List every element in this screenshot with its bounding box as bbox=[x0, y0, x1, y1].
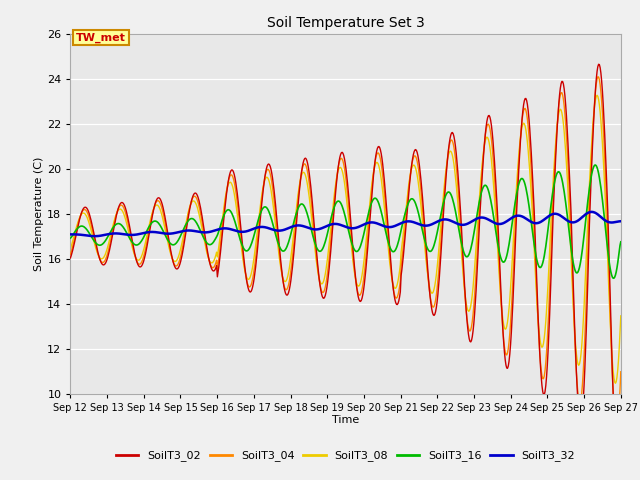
SoilT3_04 bbox=[612, 424, 620, 430]
SoilT3_08 bbox=[593, 93, 601, 98]
SoilT3_32 bbox=[190, 228, 198, 234]
SoilT3_16 bbox=[617, 239, 625, 245]
SoilT3_16 bbox=[610, 276, 618, 281]
Line: SoilT3_32: SoilT3_32 bbox=[70, 212, 621, 236]
Y-axis label: Soil Temperature (C): Soil Temperature (C) bbox=[35, 156, 44, 271]
SoilT3_16 bbox=[77, 223, 84, 229]
SoilT3_04 bbox=[189, 195, 196, 201]
SoilT3_16 bbox=[218, 218, 226, 224]
SoilT3_08 bbox=[218, 218, 226, 224]
SoilT3_32 bbox=[219, 226, 227, 231]
SoilT3_02 bbox=[613, 445, 621, 451]
SoilT3_32 bbox=[91, 233, 99, 239]
SoilT3_02 bbox=[77, 214, 84, 219]
SoilT3_08 bbox=[67, 246, 74, 252]
SoilT3_04 bbox=[617, 369, 625, 374]
SoilT3_04 bbox=[67, 252, 74, 257]
SoilT3_32 bbox=[429, 221, 437, 227]
SoilT3_02 bbox=[595, 61, 602, 67]
Line: SoilT3_02: SoilT3_02 bbox=[70, 64, 621, 448]
SoilT3_32 bbox=[77, 232, 84, 238]
SoilT3_02 bbox=[67, 255, 74, 261]
SoilT3_02 bbox=[133, 259, 141, 265]
SoilT3_32 bbox=[617, 218, 625, 224]
Line: SoilT3_08: SoilT3_08 bbox=[70, 96, 621, 383]
SoilT3_04 bbox=[594, 74, 602, 80]
SoilT3_08 bbox=[612, 380, 620, 386]
Legend: SoilT3_02, SoilT3_04, SoilT3_08, SoilT3_16, SoilT3_32: SoilT3_02, SoilT3_04, SoilT3_08, SoilT3_… bbox=[111, 446, 580, 466]
Line: SoilT3_16: SoilT3_16 bbox=[70, 165, 621, 278]
SoilT3_16 bbox=[133, 242, 141, 248]
SoilT3_04 bbox=[429, 304, 436, 310]
Text: TW_met: TW_met bbox=[76, 32, 126, 43]
SoilT3_02 bbox=[189, 193, 196, 199]
SoilT3_08 bbox=[617, 313, 625, 319]
SoilT3_04 bbox=[413, 156, 420, 161]
SoilT3_16 bbox=[189, 216, 196, 222]
SoilT3_16 bbox=[413, 203, 420, 209]
SoilT3_08 bbox=[77, 213, 84, 219]
SoilT3_08 bbox=[133, 257, 141, 263]
SoilT3_04 bbox=[133, 259, 141, 264]
SoilT3_02 bbox=[617, 403, 625, 409]
SoilT3_32 bbox=[588, 209, 596, 215]
SoilT3_02 bbox=[413, 147, 420, 153]
SoilT3_16 bbox=[67, 235, 74, 241]
SoilT3_32 bbox=[413, 221, 421, 227]
X-axis label: Time: Time bbox=[332, 415, 359, 425]
Title: Soil Temperature Set 3: Soil Temperature Set 3 bbox=[267, 16, 424, 30]
SoilT3_08 bbox=[189, 198, 196, 204]
SoilT3_32 bbox=[67, 231, 74, 237]
SoilT3_08 bbox=[429, 290, 436, 296]
SoilT3_08 bbox=[413, 168, 420, 174]
SoilT3_16 bbox=[592, 162, 600, 168]
SoilT3_02 bbox=[218, 235, 226, 240]
SoilT3_32 bbox=[134, 231, 141, 237]
SoilT3_02 bbox=[429, 310, 436, 315]
SoilT3_16 bbox=[429, 246, 436, 252]
Line: SoilT3_04: SoilT3_04 bbox=[70, 77, 621, 427]
SoilT3_04 bbox=[77, 213, 84, 219]
SoilT3_04 bbox=[218, 228, 226, 233]
